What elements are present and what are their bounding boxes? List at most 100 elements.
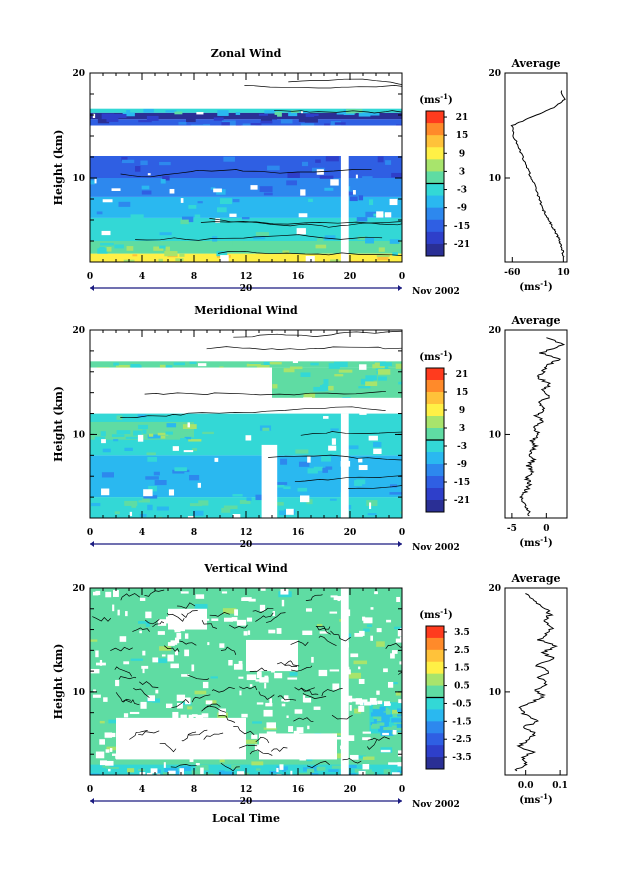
data-hole bbox=[129, 711, 140, 715]
x-tick-label: 8 bbox=[191, 272, 197, 282]
data-hole bbox=[198, 723, 208, 727]
field-patch bbox=[158, 658, 168, 664]
data-hole bbox=[122, 751, 132, 759]
field-patch bbox=[343, 111, 355, 116]
profile-x-tick-label: -60 bbox=[504, 268, 520, 278]
field-patch bbox=[145, 623, 150, 627]
data-hole bbox=[359, 364, 367, 370]
data-hole bbox=[331, 438, 336, 445]
data-hole bbox=[364, 701, 372, 706]
contour-line bbox=[201, 703, 221, 712]
colorbar-swatch bbox=[426, 721, 444, 734]
field-patch bbox=[358, 195, 364, 201]
colorbar-swatch bbox=[426, 697, 444, 710]
panel-title: Zonal Wind bbox=[211, 47, 282, 60]
field-patch bbox=[338, 369, 353, 373]
data-hole bbox=[386, 619, 392, 623]
data-hole bbox=[358, 465, 368, 471]
y-axis-label: Height (km) bbox=[52, 386, 65, 462]
field-patch bbox=[383, 727, 395, 732]
data-hole bbox=[123, 774, 134, 775]
field-patch bbox=[356, 217, 368, 222]
data-hole bbox=[374, 591, 378, 595]
field-patch bbox=[307, 468, 318, 474]
field-patch bbox=[90, 180, 95, 185]
field-patch bbox=[189, 437, 201, 441]
data-hole bbox=[284, 695, 289, 702]
field-patch bbox=[376, 254, 390, 257]
field-patch bbox=[147, 434, 161, 439]
field-patch bbox=[194, 603, 208, 609]
field-patch bbox=[401, 721, 402, 725]
data-hole bbox=[307, 456, 311, 463]
data-hole bbox=[249, 684, 253, 687]
field-patch bbox=[281, 767, 287, 772]
field-patch bbox=[166, 423, 177, 428]
data-hole bbox=[173, 626, 183, 631]
data-hole bbox=[281, 599, 285, 607]
field-patch bbox=[319, 175, 334, 179]
data-hole bbox=[280, 589, 289, 595]
field-patch bbox=[255, 232, 269, 236]
data-hole bbox=[303, 697, 312, 703]
field-patch bbox=[197, 201, 203, 204]
data-hole bbox=[145, 611, 152, 619]
y-axis-label: Height (km) bbox=[52, 644, 65, 720]
field-patch bbox=[243, 739, 258, 744]
field-patch bbox=[298, 117, 306, 122]
data-hole bbox=[201, 720, 205, 723]
data-hole bbox=[174, 650, 179, 656]
data-hole bbox=[139, 597, 146, 601]
data-hole bbox=[272, 610, 275, 617]
data-hole bbox=[369, 697, 377, 704]
data-hole bbox=[196, 729, 203, 736]
colorbar-swatch bbox=[426, 219, 444, 233]
profile-title: Average bbox=[510, 57, 560, 70]
field-patch bbox=[100, 431, 106, 437]
data-hole bbox=[258, 96, 265, 101]
date-label: 20 bbox=[240, 797, 253, 807]
x-tick-label: 0 bbox=[87, 272, 93, 282]
data-hole bbox=[241, 597, 250, 602]
contour-line bbox=[305, 594, 323, 601]
data-hole bbox=[188, 753, 192, 759]
data-hole bbox=[123, 661, 130, 665]
data-hole bbox=[172, 711, 179, 719]
data-hole bbox=[386, 80, 390, 87]
field-patch bbox=[264, 110, 276, 114]
contour-line bbox=[331, 714, 353, 720]
data-hole bbox=[264, 675, 269, 678]
field-patch bbox=[353, 660, 368, 665]
field-patch bbox=[194, 690, 207, 695]
field-patch bbox=[289, 366, 303, 370]
y-tick-label: 20 bbox=[72, 326, 85, 336]
field-patch bbox=[383, 769, 391, 774]
data-hole bbox=[92, 694, 101, 698]
data-hole bbox=[376, 628, 382, 633]
field-patch bbox=[328, 769, 339, 772]
data-hole bbox=[293, 749, 303, 755]
data-hole bbox=[390, 653, 395, 659]
field-patch bbox=[367, 112, 380, 116]
field-patch bbox=[139, 513, 147, 517]
data-hole bbox=[110, 140, 117, 146]
profile-curve bbox=[510, 90, 566, 258]
field-patch bbox=[315, 244, 327, 249]
data-hole bbox=[352, 190, 356, 195]
field-patch bbox=[100, 242, 114, 246]
data-hole bbox=[349, 754, 359, 760]
field-patch bbox=[130, 658, 144, 661]
field-patch bbox=[159, 232, 172, 236]
colorbar-swatch bbox=[426, 733, 444, 746]
data-hole bbox=[140, 701, 147, 709]
data-hole bbox=[360, 699, 368, 703]
field-patch bbox=[159, 161, 171, 166]
field-patch bbox=[127, 768, 135, 773]
field-patch bbox=[153, 471, 160, 476]
x-tick-label: 20 bbox=[344, 528, 357, 538]
field-patch bbox=[370, 712, 382, 717]
data-hole bbox=[286, 715, 289, 719]
colorbar-tick-label: 2.5 bbox=[454, 646, 470, 656]
field-patch bbox=[158, 516, 163, 518]
data-hole bbox=[286, 508, 294, 515]
